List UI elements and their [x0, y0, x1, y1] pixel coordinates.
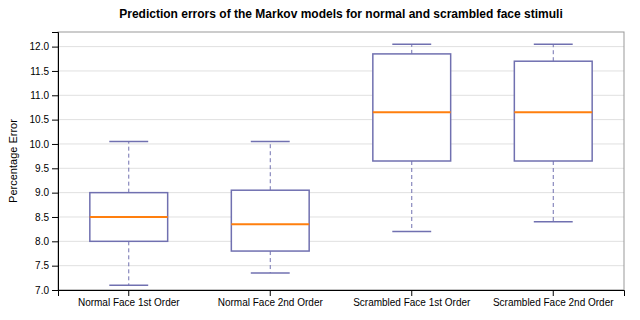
y-tick-mark [52, 71, 58, 72]
y-tick-label: 9.5 [35, 163, 49, 174]
y-tick-label: 12.0 [30, 41, 50, 52]
x-tick-label: Scrambled Face 2nd Order [493, 297, 614, 308]
cap-high [109, 141, 148, 143]
y-tick-mark [52, 168, 58, 169]
x-tick-mark [553, 290, 554, 296]
grid-line [58, 46, 624, 47]
x-tick-mark [411, 290, 412, 296]
y-tick-mark [52, 266, 58, 267]
box [514, 61, 592, 161]
median [514, 111, 592, 113]
y-tick-mark [52, 120, 58, 121]
y-tick-mark [52, 95, 58, 96]
x-tick: Normal Face 1st Order [78, 290, 180, 308]
box-group [514, 44, 592, 222]
whisker-low [270, 251, 271, 273]
y-tick-mark [52, 193, 58, 194]
median [231, 223, 309, 225]
y-tick: 8.5 [35, 212, 58, 223]
y-tick: 12.0 [30, 41, 58, 52]
x-axis-line [59, 291, 625, 297]
box [373, 54, 451, 161]
grid [58, 47, 624, 290]
plot: 7.0 7.5 8.0 8.5 9.0 9.5 10.0 10.5 11.0 11.5 12.0 No… [30, 32, 625, 308]
y-tick-label: 8.5 [35, 212, 49, 223]
y-tick: 7.0 [35, 285, 58, 296]
whisker-high [553, 44, 554, 61]
cap-high [392, 43, 431, 45]
y-tick: 10.0 [30, 139, 58, 150]
box-group [373, 44, 451, 231]
box-group [90, 142, 168, 286]
y-tick-mark [52, 47, 58, 48]
cap-low [109, 284, 148, 286]
x-tick-mark [128, 290, 129, 296]
whisker-high [128, 142, 129, 193]
cap-low [392, 231, 431, 233]
x-tick-mark [270, 290, 271, 296]
whisker-low [553, 161, 554, 222]
whisker-high [270, 142, 271, 191]
cap-high [534, 43, 573, 45]
x-axis: Normal Face 1st Order Normal Face 2nd Ord… [59, 290, 625, 308]
y-tick-label: 10.5 [30, 114, 50, 125]
whisker-high [411, 44, 412, 54]
plot-frame [58, 32, 624, 290]
y-tick-label: 8.0 [35, 236, 49, 247]
y-tick-label: 7.5 [35, 260, 49, 271]
y-tick-mark [52, 241, 58, 242]
box [90, 193, 168, 242]
y-tick: 7.5 [35, 260, 58, 271]
x-tick-label: Normal Face 2nd Order [218, 297, 324, 308]
y-tick-label: 9.0 [35, 187, 49, 198]
grid-line [58, 216, 624, 217]
y-tick: 8.0 [35, 236, 58, 247]
x-tick: Scrambled Face 1st Order [353, 290, 471, 308]
y-tick-mark [52, 290, 58, 291]
median [373, 111, 451, 113]
y-tick-label: 11.0 [30, 90, 49, 101]
title: Prediction errors of the Markov models f… [119, 7, 562, 21]
y-tick: 9.0 [35, 187, 58, 198]
x-tick-label: Scrambled Face 1st Order [353, 297, 471, 308]
x-tick-label: Normal Face 1st Order [78, 297, 180, 308]
y-tick: 11.5 [30, 66, 58, 77]
y-tick: 11.0 [30, 90, 58, 101]
x-tick: Scrambled Face 2nd Order [493, 290, 614, 308]
y-axis-title: Percentage Error [7, 119, 19, 203]
y-tick-label: 11.5 [30, 66, 49, 77]
y-tick-mark [52, 217, 58, 218]
x-tick: Normal Face 2nd Order [218, 290, 324, 308]
y-axis: 7.0 7.5 8.0 8.5 9.0 9.5 10.0 10.5 11.0 11.5 12.0 [30, 33, 59, 296]
marks [90, 44, 592, 285]
grid-line [58, 265, 624, 266]
y-tick-label: 7.0 [35, 285, 49, 296]
cap-low [534, 221, 573, 223]
y-tick: 9.5 [35, 163, 58, 174]
box-group [231, 142, 309, 273]
cap-low [251, 272, 290, 274]
y-tick-mark [52, 144, 58, 145]
y-tick-label: 10.0 [30, 139, 50, 150]
whisker-low [411, 161, 412, 232]
chart: Prediction errors of the Markov models f… [0, 0, 640, 320]
y-tick: 10.5 [30, 114, 58, 125]
whisker-low [128, 241, 129, 285]
median [90, 216, 168, 218]
y-axis-line [52, 33, 59, 291]
box [231, 190, 309, 251]
cap-high [251, 141, 290, 143]
grid-line [58, 168, 624, 169]
